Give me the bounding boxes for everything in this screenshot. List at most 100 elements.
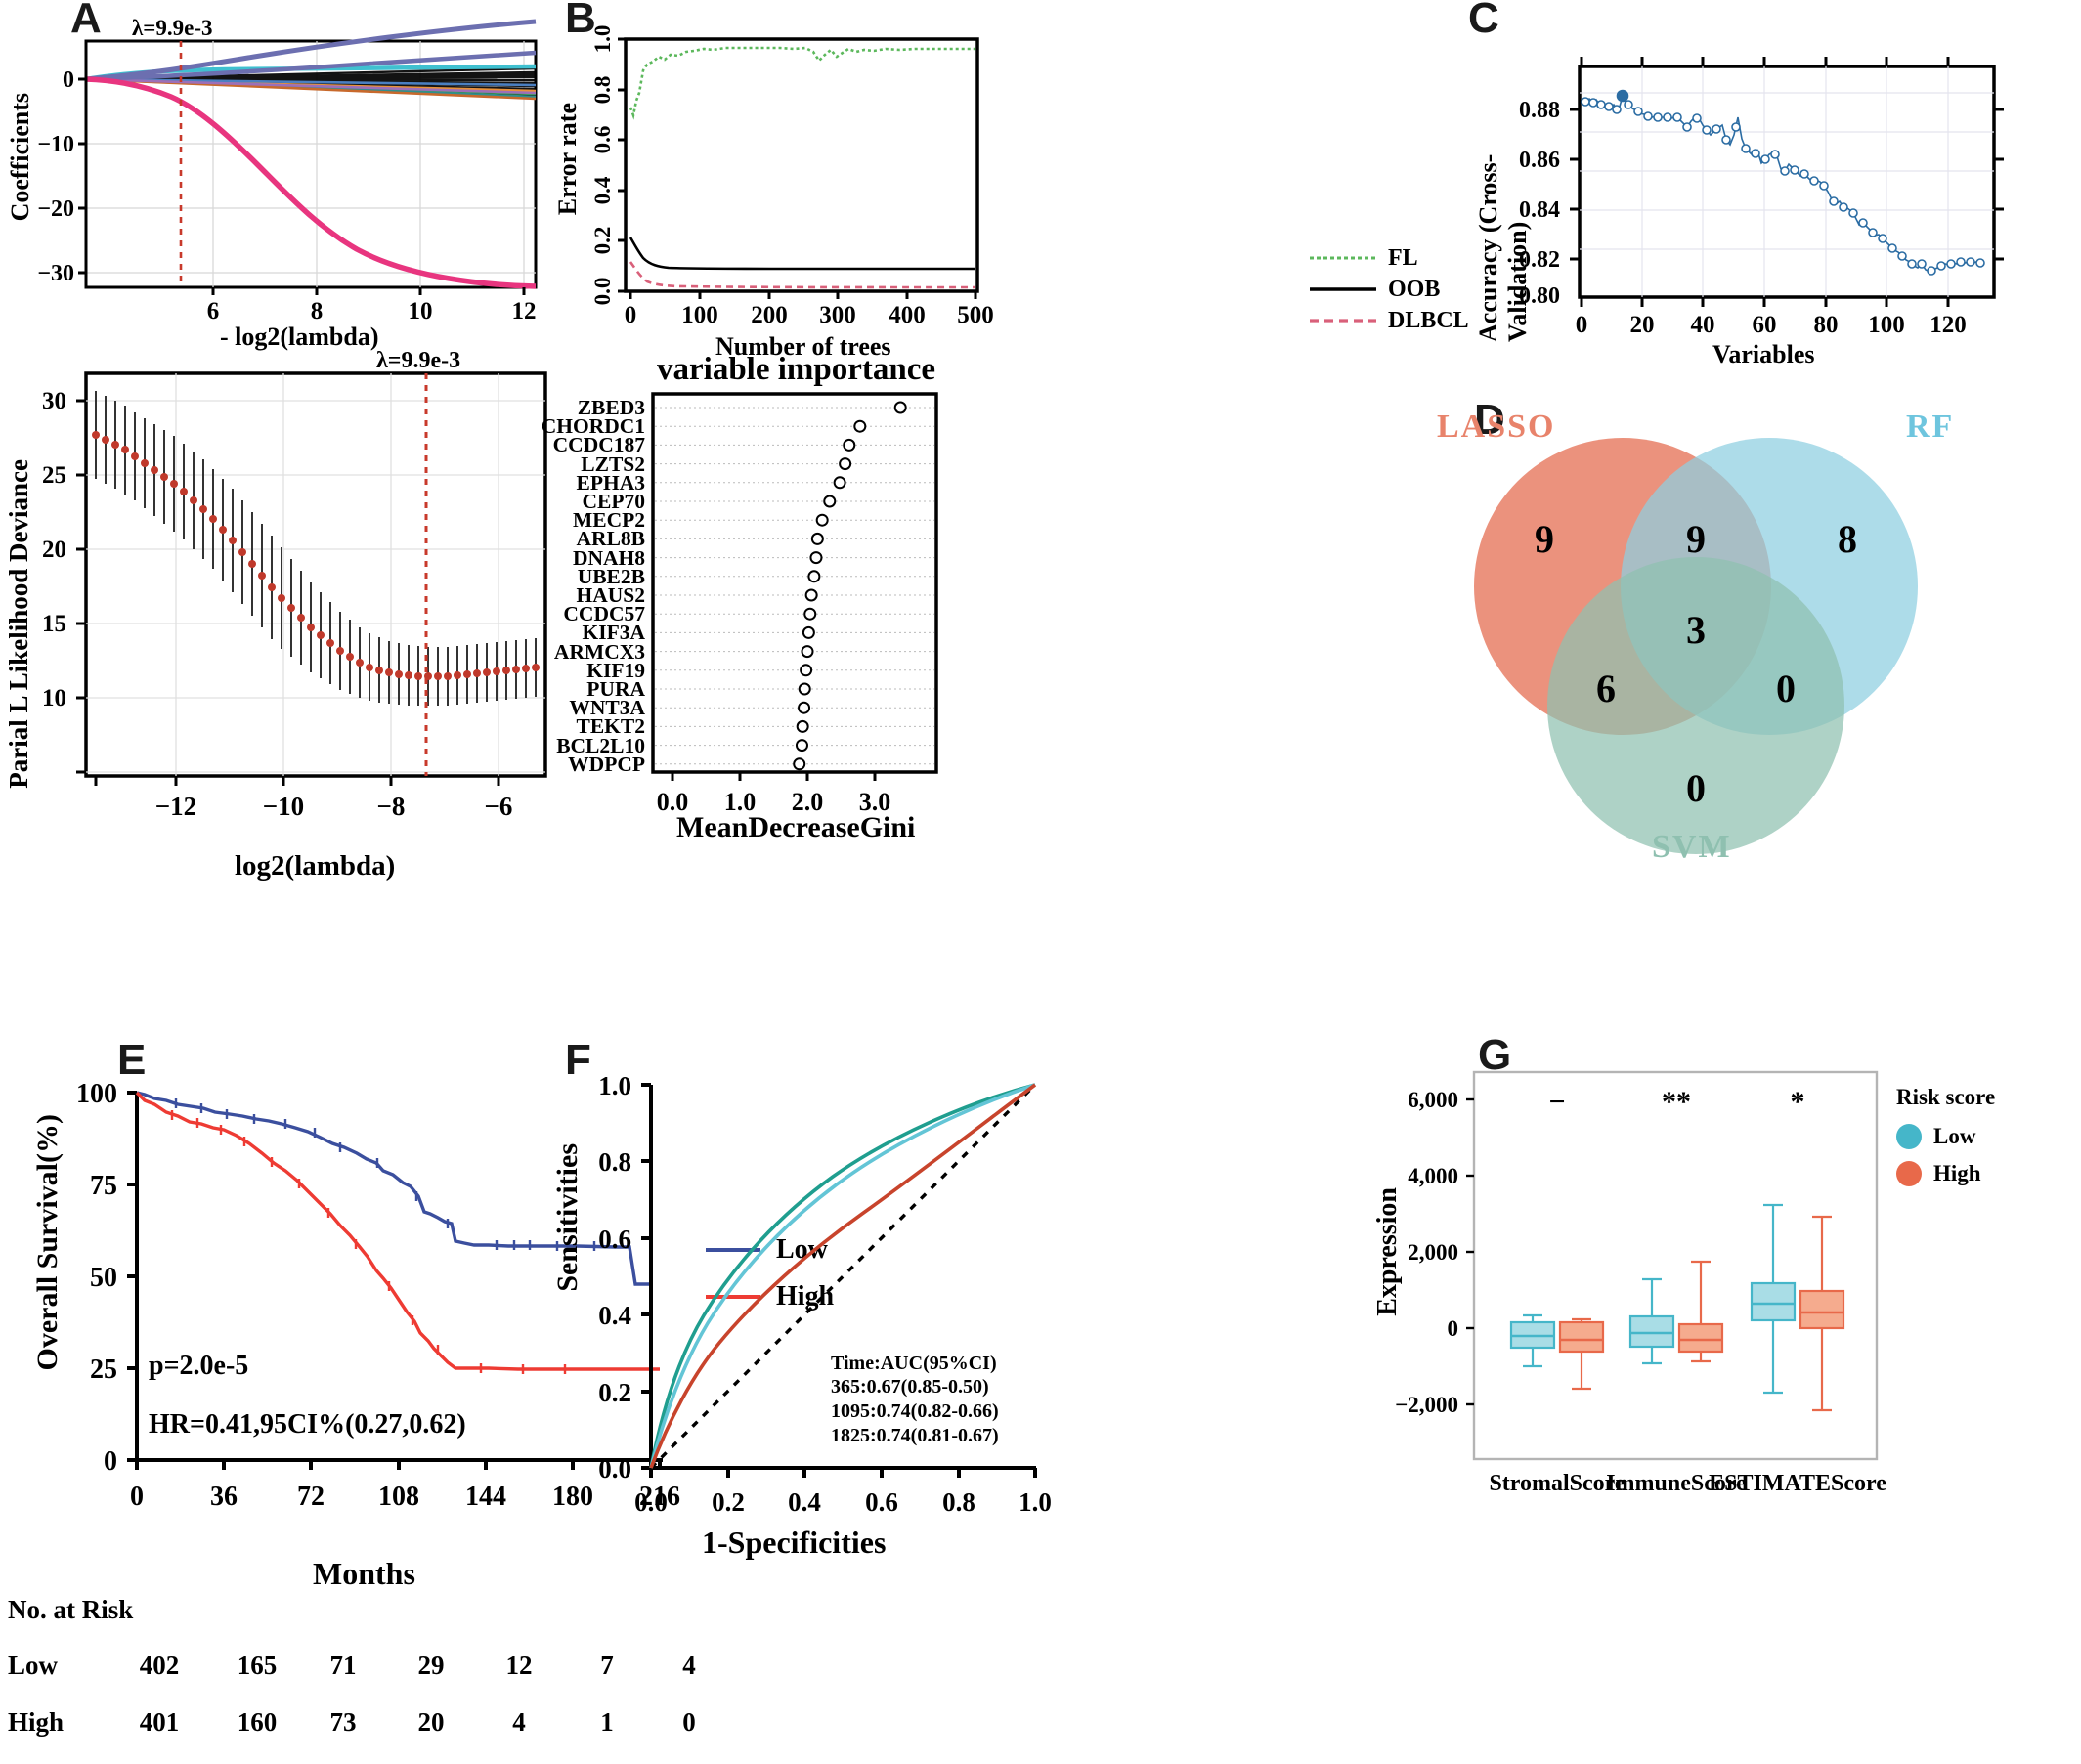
svg-text:0.0: 0.0: [598, 1454, 631, 1484]
km-curve-high: [135, 1091, 660, 1371]
svg-text:0: 0: [625, 302, 637, 328]
panel-label-c: C: [1468, 0, 1499, 42]
svg-text:0.8: 0.8: [590, 76, 615, 105]
risk-table-cell: 71: [329, 1651, 357, 1680]
svg-text:6: 6: [207, 298, 220, 324]
variable-importance-label: KIF19: [586, 658, 645, 682]
venn-count-lasso-only: 9: [1535, 517, 1554, 561]
svg-text:50: 50: [90, 1263, 117, 1293]
svg-text:1.0: 1.0: [598, 1071, 631, 1100]
roc-reference-line: [649, 1083, 1037, 1470]
legend-dot-low: [1896, 1124, 1922, 1149]
variable-importance-label: EPHA3: [576, 470, 645, 495]
panel-b: 1.0 0.8 0.6 0.4 0.2 0.0 0 100 200 300 40…: [547, 0, 1007, 328]
variable-importance-label: DNAH8: [572, 545, 645, 570]
svg-text:120: 120: [1929, 312, 1967, 338]
variable-importance-point: [815, 513, 829, 527]
variable-importance-label: CHORDC1: [541, 414, 645, 439]
auc-line: 365:0.67(0.85-0.50): [831, 1376, 989, 1398]
lasso-deviance-plot: 30 25 20 15 10 −12 −10 −8 −6 λ=9.9e-3 Pa…: [0, 342, 567, 889]
svg-text:108: 108: [378, 1482, 419, 1512]
svg-text:6,000: 6,000: [1408, 1088, 1458, 1112]
svg-text:0: 0: [63, 67, 74, 93]
panel-c-optimal-point: [1616, 89, 1629, 103]
panel-b-ylabel: Error rate: [553, 103, 582, 216]
box-immune-low: [1628, 1277, 1675, 1365]
venn-count-rf-svm: 0: [1776, 667, 1796, 710]
lasso-deviance-ylabel: Parial L Likelihood Deviance: [4, 459, 33, 789]
panel-a: 0 −10 −20 −30 6 8 10 12 λ=9.9e-3 Coeffic…: [0, 0, 547, 337]
svg-text:0.0: 0.0: [657, 788, 689, 816]
variable-importance-point: [793, 757, 806, 771]
variable-importance-label: KIF3A: [582, 621, 646, 645]
variable-importance-point: [833, 476, 846, 490]
svg-text:1.0: 1.0: [590, 25, 615, 54]
panel-b-xlabel: Number of trees: [715, 332, 891, 361]
panel-a-lambda-annotation: λ=9.9e-3: [132, 16, 213, 40]
svg-text:0.82: 0.82: [1519, 247, 1560, 273]
venn-label-svm: SVM: [1652, 829, 1732, 865]
box-estimate-high: [1799, 1215, 1845, 1412]
svg-text:25: 25: [42, 462, 66, 489]
venn-circle-svm: [1547, 557, 1844, 854]
svg-text:216: 216: [639, 1482, 680, 1512]
panel-e-xlabel: Months: [313, 1556, 415, 1591]
risk-table-cell: 402: [139, 1651, 180, 1680]
panel-c: 0.88 0.86 0.84 0.82 0.80 0 20 40 60 80 1…: [1447, 0, 2072, 342]
panel-label-a: A: [70, 0, 102, 42]
panel-e-pvalue: p=2.0e-5: [149, 1351, 249, 1381]
svg-text:**: **: [1662, 1086, 1691, 1118]
panel-f-ylabel: Sensitivities: [551, 1143, 584, 1292]
legend-label-dlbcl: DLBCL: [1388, 307, 1469, 333]
svg-text:0.0: 0.0: [634, 1487, 668, 1517]
variable-importance-point: [804, 588, 818, 602]
svg-text:StromalScore: StromalScore: [1489, 1471, 1625, 1496]
legend-swatch-oob: [1310, 287, 1376, 291]
svg-text:0.6: 0.6: [590, 126, 615, 154]
panel-f-yticks: 1.0 0.8 0.6 0.4 0.2 0.0: [598, 1071, 631, 1484]
risk-table-cell: 160: [237, 1707, 278, 1737]
box-stromal-high: [1558, 1317, 1605, 1391]
legend-swatch-dlbcl: [1310, 319, 1376, 323]
svg-text:0: 0: [104, 1446, 117, 1477]
risk-table-cell: 165: [237, 1651, 278, 1680]
variable-importance-point: [839, 457, 852, 471]
risk-table-cell: 73: [329, 1707, 357, 1737]
variable-importance-point: [853, 419, 867, 433]
svg-text:−10: −10: [263, 792, 304, 821]
svg-text:1.0: 1.0: [1019, 1487, 1052, 1517]
variable-importance-point: [802, 625, 815, 639]
panel-e-yticks: 100 75 50 25 0: [76, 1079, 117, 1477]
venn-count-svm-only: 0: [1686, 766, 1706, 810]
panel-g-ylabel: Expression: [1372, 1187, 1403, 1316]
risk-table-row: High 401 160 73 20 4 1 0: [8, 1707, 696, 1764]
svg-text:−12: −12: [155, 792, 196, 821]
variable-importance-point: [809, 551, 823, 565]
panel-b-legend: FL OOB DLBCL: [1308, 242, 1469, 336]
panel-g-xticks: StromalScore ImmuneScore ESTIMATEScore: [1489, 1471, 1886, 1496]
svg-text:0.4: 0.4: [590, 176, 615, 204]
variable-importance-label: ARL8B: [576, 527, 645, 551]
variable-importance-label: WDPCP: [568, 752, 645, 776]
svg-text:1.0: 1.0: [724, 788, 757, 816]
svg-text:0.84: 0.84: [1519, 197, 1560, 223]
risk-table-cell: 4: [512, 1707, 526, 1737]
panel-c-ylabel: Accuracy (Cross-Validation): [1474, 153, 1532, 342]
svg-text:8: 8: [311, 298, 324, 324]
venn-count-all: 3: [1686, 608, 1706, 652]
svg-text:75: 75: [90, 1171, 117, 1201]
variable-importance-point: [798, 701, 811, 714]
svg-text:60: 60: [1753, 312, 1777, 338]
panel-a-plot: [84, 19, 538, 289]
variable-importance-label: MECP2: [572, 508, 645, 533]
risk-table-cell: 7: [600, 1651, 614, 1680]
variable-importance-label: UBE2B: [577, 564, 645, 588]
venn-count-lasso-svm: 6: [1596, 667, 1616, 710]
panel-g-yticks: 6,000 4,000 2,000 0 −2,000: [1395, 1088, 1458, 1417]
risk-table-row-label: Low: [8, 1651, 59, 1680]
svg-text:144: 144: [465, 1482, 506, 1512]
svg-text:0.2: 0.2: [590, 227, 615, 255]
venn-label-rf: RF: [1906, 409, 1955, 445]
risk-table-cell: 20: [417, 1707, 445, 1737]
panel-f-auc-annotation: Time:AUC(95%CI) 365:0.67(0.85-0.50) 1095:…: [831, 1353, 999, 1448]
